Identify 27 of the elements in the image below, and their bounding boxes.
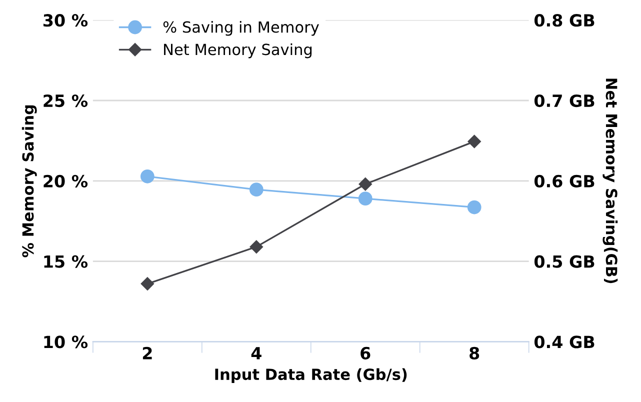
y2-tick-label: 0.6 GB xyxy=(534,174,594,188)
point xyxy=(358,192,372,206)
legend-label: Net Memory Saving xyxy=(164,43,312,58)
x-tick-label: 2 xyxy=(142,346,152,360)
y2-axis-title: Net Memory Saving(GB) xyxy=(602,78,618,284)
legend-label: % Saving in Memory xyxy=(163,20,319,36)
point xyxy=(140,277,154,290)
point xyxy=(358,178,372,191)
y2-tick-label: 0.7 GB xyxy=(534,94,594,108)
y-tick-label: 20 % xyxy=(44,174,88,188)
x-tick-label: 4 xyxy=(251,347,262,360)
y-tick-label: 15 % xyxy=(44,255,88,268)
point xyxy=(249,182,264,197)
x-axis-title: Input Data Rate (Gb/s) xyxy=(215,368,407,384)
y-tick-label: 10 % xyxy=(44,336,88,348)
y-tick-label: 30 % xyxy=(44,14,88,27)
y2-tick-label: 0.4 GB xyxy=(534,336,594,348)
y2-tick-label: 0.5 GB xyxy=(534,255,594,268)
point xyxy=(250,240,263,254)
y2-tick-label: 0.8 GB xyxy=(534,14,594,27)
x-tick-label: 6 xyxy=(360,346,370,360)
x-tick-label: 8 xyxy=(470,346,480,360)
point xyxy=(140,169,154,184)
y-axis-title: % Memory Saving xyxy=(22,105,37,258)
y-tick-label: 25 % xyxy=(44,94,88,108)
point xyxy=(467,200,482,214)
point xyxy=(468,134,481,148)
